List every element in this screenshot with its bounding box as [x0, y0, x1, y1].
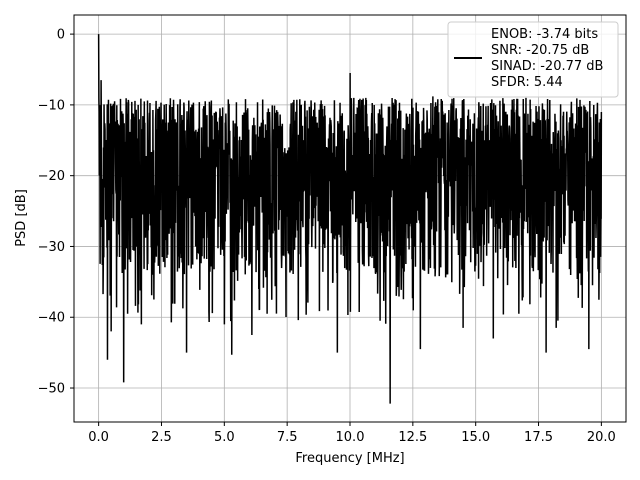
- legend-line-text: SNR: -20.75 dB: [491, 43, 589, 58]
- x-tick-label: 7.5: [277, 430, 298, 445]
- y-axis: 0 −10 −20 −30 −40 −50: [38, 28, 74, 397]
- x-tick-label: 5.0: [214, 430, 235, 445]
- legend: ENOB: -3.74 bits SNR: -20.75 dB SINAD: -20…: [447, 21, 619, 98]
- y-tick-label: 0: [57, 28, 65, 43]
- y-tick-label: −40: [38, 311, 65, 326]
- y-tick-label: −30: [38, 240, 65, 255]
- legend-line-text: ENOB: -3.74 bits: [491, 27, 598, 42]
- x-tick-label: 10.0: [336, 430, 365, 445]
- y-axis-label: PSD [dB]: [14, 189, 29, 247]
- x-tick-label: 12.5: [398, 430, 427, 445]
- series-line: [97, 34, 603, 404]
- legend-entry: ENOB: -3.74 bits SNR: -20.75 dB SINAD: -20…: [491, 27, 603, 90]
- x-tick-label: 17.5: [524, 430, 553, 445]
- x-tick-label: 2.5: [151, 430, 172, 445]
- legend-line-text: SINAD: -20.77 dB: [491, 59, 603, 74]
- x-tick-label: 15.0: [461, 430, 490, 445]
- x-axis: 0.0 2.5 5.0 7.5 10.0 12.5 15.0 17.5 20.0: [88, 422, 616, 445]
- legend-box: [447, 21, 619, 98]
- y-tick-label: −10: [38, 98, 65, 113]
- y-tick-label: −50: [38, 382, 65, 397]
- y-tick-label: −20: [38, 169, 65, 184]
- x-tick-label: 20.0: [587, 430, 616, 445]
- x-tick-label: 0.0: [88, 430, 109, 445]
- x-axis-label: Frequency [MHz]: [295, 451, 404, 466]
- plot-area: [97, 34, 603, 404]
- legend-line-text: SFDR: 5.44: [491, 75, 563, 90]
